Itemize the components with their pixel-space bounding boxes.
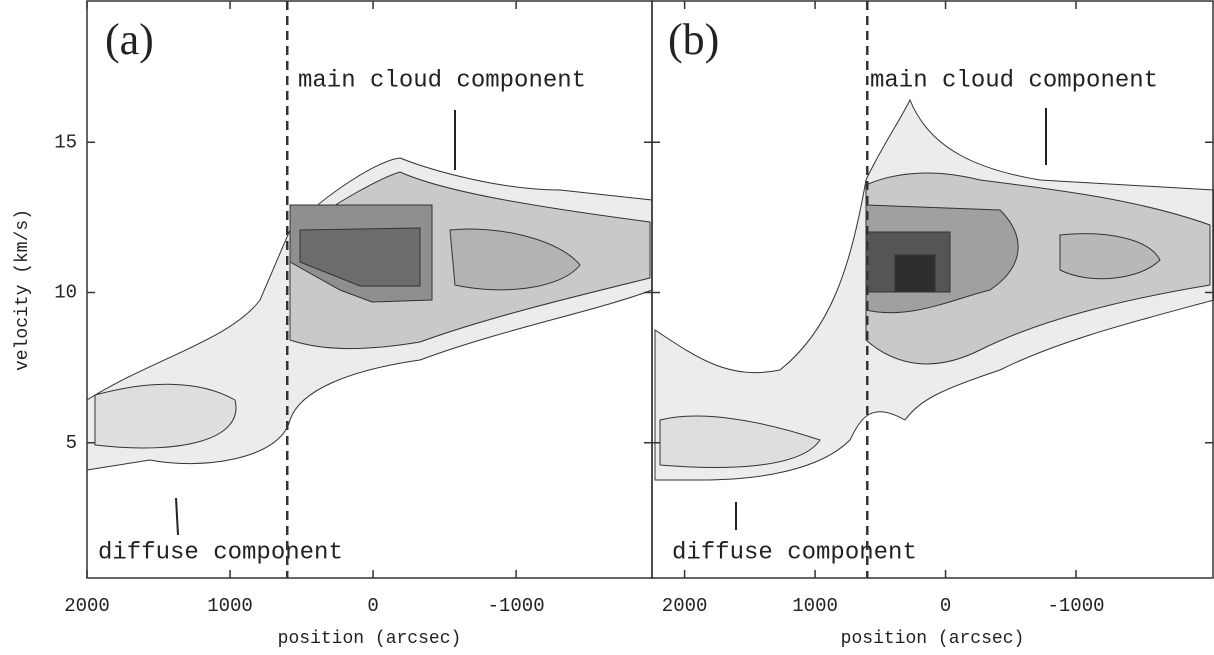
x-tick-label: -1000: [488, 595, 545, 617]
x-axis-label: position (arcsec): [841, 629, 1025, 649]
x-tick-label: 1000: [792, 595, 838, 617]
panel-label: (a): [105, 15, 154, 64]
x-tick-label: 1000: [207, 595, 253, 617]
panel-b-contours: [654, 98, 1214, 481]
x-tick-label: 0: [940, 595, 951, 617]
x-tick-label: 2000: [662, 595, 708, 617]
panel-a-contours: [86, 157, 653, 471]
annotation: main cloud component: [870, 67, 1158, 94]
x-tick-label: -1000: [1048, 595, 1105, 617]
panel-label: (b): [668, 15, 719, 64]
x-tick-label: 0: [367, 595, 378, 617]
panel-frame: [651, 0, 1214, 579]
y-axis-label: velocity (km/s): [13, 209, 33, 371]
y-tick-label: 5: [66, 432, 77, 454]
pointer: [175, 497, 179, 536]
y-tick-label: 15: [54, 131, 77, 153]
x-axis-label: position (arcsec): [278, 629, 462, 649]
annotation: diffuse component: [98, 539, 343, 566]
annotation: main cloud component: [298, 67, 586, 94]
annotation: diffuse component: [672, 539, 917, 566]
y-tick-label: 10: [54, 282, 77, 304]
x-tick-label: 2000: [64, 595, 110, 617]
